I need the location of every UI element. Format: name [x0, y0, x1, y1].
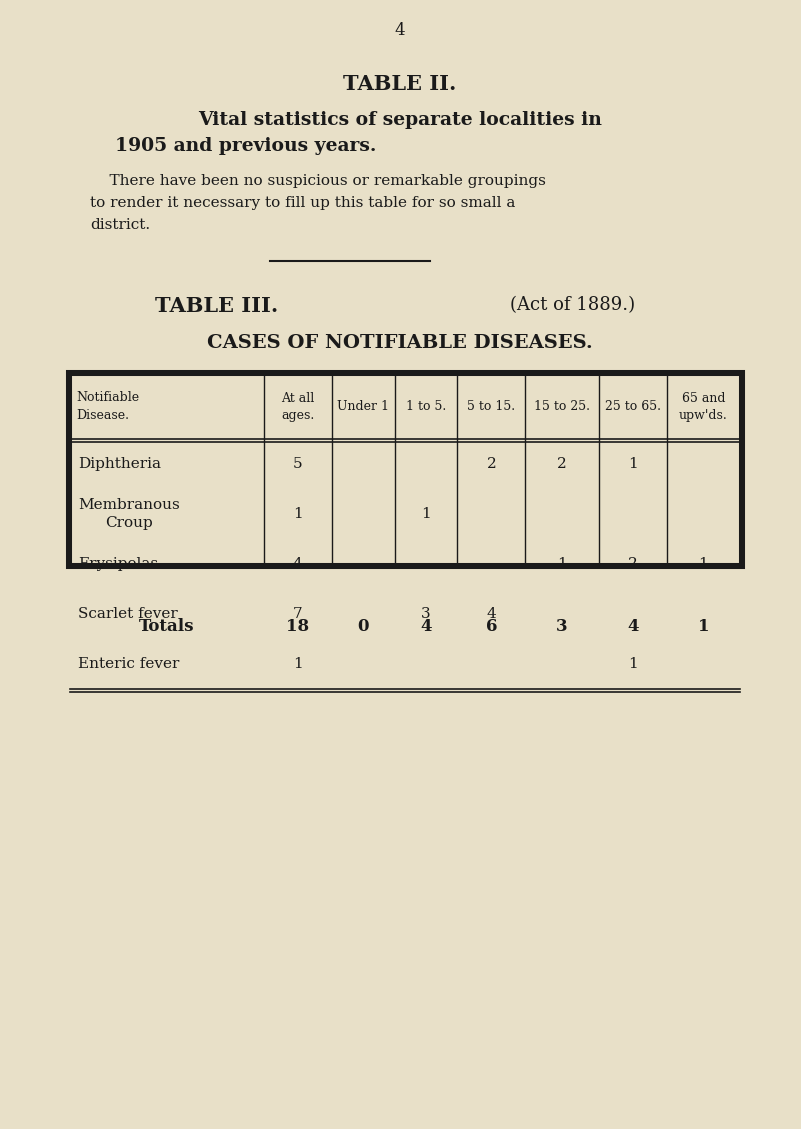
Text: 1: 1 [628, 657, 638, 671]
Text: 4: 4 [293, 557, 303, 571]
Text: district.: district. [90, 218, 150, 231]
Text: 1: 1 [557, 557, 567, 571]
Bar [70, 374, 740, 564]
Text: 1: 1 [698, 557, 708, 571]
Text: 4: 4 [395, 21, 405, 40]
Text: 5 to 15.: 5 to 15. [467, 400, 515, 413]
Text: Erysipelas: Erysipelas [78, 557, 158, 571]
Text: At all
ages.: At all ages. [281, 392, 314, 421]
Text: 1: 1 [293, 507, 303, 520]
Text: Totals: Totals [139, 618, 195, 634]
Text: 4: 4 [627, 618, 638, 634]
Text: Scarlet fever: Scarlet fever [78, 607, 178, 621]
Text: 4: 4 [486, 607, 497, 621]
Text: Membranous
Croup: Membranous Croup [78, 498, 179, 530]
Text: to render it necessary to fill up this table for so small a: to render it necessary to fill up this t… [90, 196, 515, 210]
Text: 1: 1 [628, 457, 638, 471]
Text: Under 1: Under 1 [337, 400, 389, 413]
Text: 1: 1 [698, 618, 709, 634]
Text: TABLE III.: TABLE III. [155, 296, 278, 316]
Text: Disease.: Disease. [76, 409, 129, 422]
Text: Diphtheria: Diphtheria [78, 457, 161, 471]
Text: 1: 1 [421, 507, 431, 520]
Text: Enteric fever: Enteric fever [78, 657, 179, 671]
Text: 6: 6 [485, 618, 497, 634]
Text: 2: 2 [628, 557, 638, 571]
Text: 2: 2 [557, 457, 567, 471]
Text: 1: 1 [293, 657, 303, 671]
Text: CASES OF NOTIFIABLE DISEASES.: CASES OF NOTIFIABLE DISEASES. [207, 334, 593, 352]
Text: 7: 7 [293, 607, 303, 621]
Text: 25 to 65.: 25 to 65. [605, 400, 661, 413]
Text: Notifiable: Notifiable [76, 391, 139, 404]
Text: 1 to 5.: 1 to 5. [406, 400, 446, 413]
Text: 3: 3 [556, 618, 568, 634]
Text: 4: 4 [421, 618, 432, 634]
Text: (Act of 1889.): (Act of 1889.) [510, 296, 635, 314]
Text: 65 and
upw'ds.: 65 and upw'ds. [679, 392, 728, 421]
Bar [67, 371, 743, 567]
Text: There have been no suspicious or remarkable groupings: There have been no suspicious or remarka… [90, 174, 545, 189]
Text: 2: 2 [486, 457, 497, 471]
Text: 0: 0 [357, 618, 369, 634]
Text: TABLE II.: TABLE II. [344, 75, 457, 94]
Text: 3: 3 [421, 607, 431, 621]
Text: 1905 and previous years.: 1905 and previous years. [115, 137, 376, 155]
Text: Vital statistics of separate localities in: Vital statistics of separate localities … [198, 111, 602, 129]
Text: 5: 5 [293, 457, 303, 471]
Text: 15 to 25.: 15 to 25. [534, 400, 590, 413]
Text: 18: 18 [286, 618, 309, 634]
